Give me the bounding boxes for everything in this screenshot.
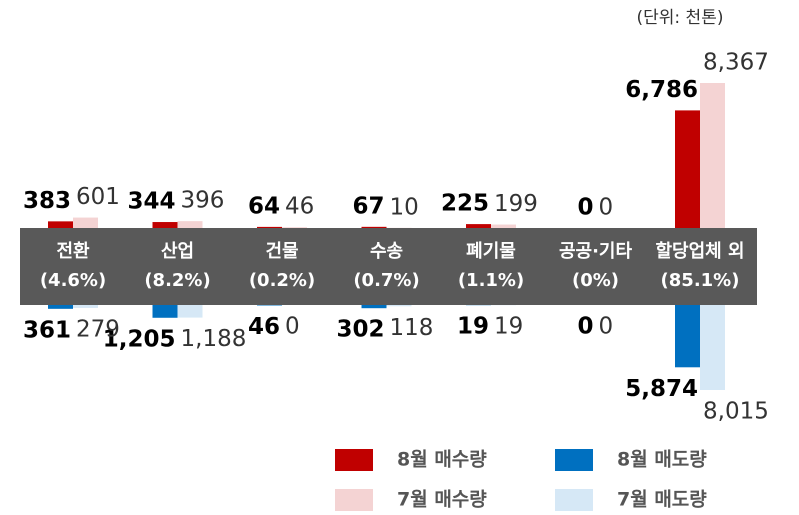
bar bbox=[48, 305, 73, 309]
category-label: 전환 bbox=[56, 240, 90, 262]
value-label: 8,015 bbox=[703, 399, 769, 425]
value-label: 19 bbox=[494, 314, 523, 340]
legend-swatch bbox=[335, 489, 373, 511]
value-label: 601 bbox=[76, 184, 120, 210]
bar bbox=[257, 226, 282, 228]
category-share: (0%) bbox=[572, 270, 619, 291]
bar bbox=[48, 221, 73, 228]
bar bbox=[152, 305, 178, 318]
bar bbox=[177, 221, 203, 228]
category-share: (0.2%) bbox=[249, 270, 315, 291]
value-label: 1,188 bbox=[181, 326, 247, 352]
bar bbox=[73, 217, 98, 228]
unit-note: (단위: 천톤) bbox=[637, 8, 724, 28]
value-label: 64 bbox=[248, 193, 280, 219]
bar bbox=[282, 227, 307, 228]
value-label: 19 bbox=[457, 314, 489, 340]
bar bbox=[73, 305, 98, 308]
value-label: 0 bbox=[599, 195, 614, 221]
bar bbox=[361, 226, 387, 228]
category-label: 산업 bbox=[161, 241, 194, 262]
bar bbox=[361, 305, 387, 309]
category-label: 할당업체 외 bbox=[655, 240, 744, 262]
value-label: 46 bbox=[285, 194, 314, 220]
bar bbox=[152, 222, 178, 228]
legend-label: 8월 매수량 bbox=[397, 449, 487, 471]
category-label: 수송 bbox=[370, 241, 403, 262]
legend-label: 7월 매도량 bbox=[617, 489, 707, 511]
value-label: 344 bbox=[127, 189, 175, 215]
bar bbox=[675, 305, 700, 368]
bar bbox=[700, 305, 725, 390]
legend-swatch bbox=[335, 449, 373, 471]
value-label: 225 bbox=[441, 191, 489, 217]
category-label: 폐기물 bbox=[466, 241, 516, 262]
bar bbox=[466, 224, 491, 228]
value-label: 10 bbox=[390, 194, 419, 220]
value-label: 0 bbox=[577, 314, 593, 340]
bar bbox=[177, 305, 203, 318]
value-label: 118 bbox=[390, 315, 434, 341]
value-label: 302 bbox=[336, 317, 384, 343]
value-label: 46 bbox=[248, 314, 280, 340]
category-share: (4.6%) bbox=[40, 270, 106, 291]
legend-label: 7월 매수량 bbox=[397, 489, 487, 511]
value-label: 396 bbox=[181, 188, 225, 214]
value-label: 0 bbox=[599, 314, 614, 340]
value-label: 383 bbox=[23, 188, 71, 214]
bar bbox=[491, 224, 516, 228]
value-label: 67 bbox=[352, 193, 384, 219]
value-label: 0 bbox=[285, 314, 300, 340]
category-share: (8.2%) bbox=[144, 270, 210, 291]
value-label: 1,205 bbox=[103, 326, 176, 352]
legend-swatch bbox=[555, 489, 593, 511]
value-label: 0 bbox=[577, 195, 593, 221]
category-band bbox=[20, 228, 757, 305]
category-share: (0.7%) bbox=[353, 270, 419, 291]
value-label: 6,786 bbox=[625, 77, 698, 103]
value-label: 199 bbox=[494, 191, 538, 217]
legend-swatch bbox=[555, 449, 593, 471]
category-share: (1.1%) bbox=[458, 270, 524, 291]
category-share: (85.1%) bbox=[661, 270, 740, 291]
bar bbox=[675, 110, 700, 228]
category-label: 건물 bbox=[265, 241, 298, 262]
value-label: 8,367 bbox=[703, 50, 769, 76]
value-label: 361 bbox=[23, 317, 71, 343]
value-label: 279 bbox=[76, 316, 120, 342]
bar bbox=[386, 305, 412, 307]
value-label: 5,874 bbox=[625, 376, 698, 402]
bar bbox=[700, 83, 725, 228]
category-label: 공공·기타 bbox=[559, 241, 633, 262]
legend-label: 8월 매도량 bbox=[617, 449, 707, 471]
